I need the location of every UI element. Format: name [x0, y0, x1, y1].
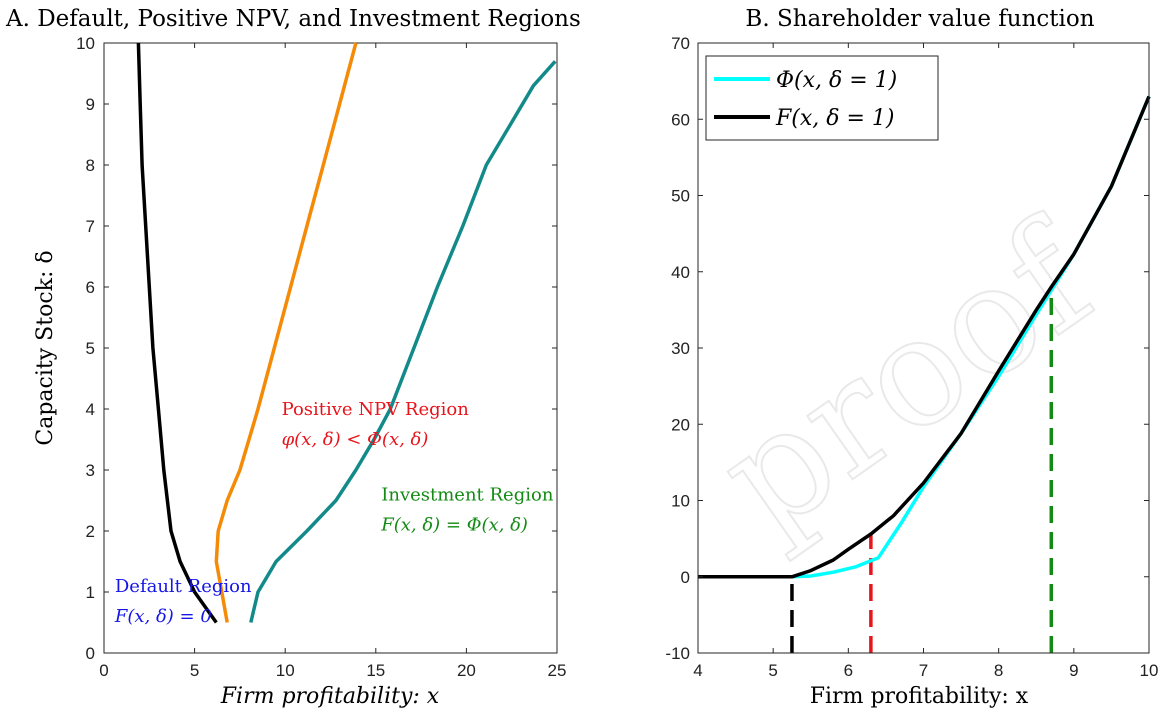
legend-label-f: F(x, δ = 1) — [775, 106, 895, 131]
legend-box — [705, 55, 939, 141]
panel-a-title: A. Default, Positive NPV, and Investment… — [5, 6, 581, 32]
panel-b-legend: Φ(x, δ = 1) F(x, δ = 1) — [705, 55, 939, 141]
y-tick-label: 3 — [86, 461, 95, 480]
x-tick-label: 10 — [1140, 661, 1159, 680]
region-annotation-line: φ(x, δ) < Φ(x, δ) — [282, 429, 429, 450]
y-tick-label: 9 — [86, 95, 95, 114]
panel-b-xlabel: Firm profitability: x — [810, 684, 1029, 709]
region-annotation-line: Default Region — [115, 576, 252, 597]
x-tick-label: 20 — [457, 661, 476, 680]
x-tick-label: 25 — [548, 661, 567, 680]
panel-a-annotations: Positive NPV Region φ(x, δ) < Φ(x, δ) Inve… — [114, 399, 554, 627]
x-tick-label: 10 — [276, 661, 295, 680]
panel-a-series-line-1 — [214, 42, 358, 623]
y-tick-label: 10 — [76, 34, 95, 53]
y-tick-label: 6 — [86, 278, 95, 297]
y-tick-label: 4 — [86, 400, 95, 419]
panel-a-series — [136, 42, 557, 624]
x-tick-label: 0 — [99, 661, 108, 680]
x-tick-label: 4 — [693, 661, 702, 680]
region-annotation-line: F(x, δ) = 0 — [114, 606, 212, 627]
y-tick-label: 2 — [86, 522, 95, 541]
y-tick-label: -10 — [665, 644, 690, 663]
y-tick-label: 60 — [671, 110, 690, 129]
y-tick-label: 8 — [86, 156, 95, 175]
legend-label-phi: Φ(x, δ = 1) — [776, 68, 897, 93]
panel-b-series — [698, 95, 1151, 579]
panel-a-ylabel: Capacity Stock: δ — [33, 250, 58, 445]
y-tick-label: 20 — [671, 415, 690, 434]
panel-b-reference-lines — [790, 287, 1054, 653]
y-tick-label: 7 — [86, 217, 95, 236]
y-tick-label: 70 — [671, 34, 690, 53]
x-tick-label: 8 — [994, 661, 1003, 680]
y-tick-label: 40 — [671, 263, 690, 282]
region-annotation-line: Positive NPV Region — [282, 399, 470, 420]
x-tick-label: 5 — [190, 661, 199, 680]
y-tick-label: 1 — [86, 583, 95, 602]
panel-b-title: B. Shareholder value function — [745, 6, 1094, 32]
region-annotation-line: F(x, δ) = Φ(x, δ) — [380, 515, 528, 536]
region-annotation-line: Investment Region — [381, 485, 554, 506]
y-tick-label: 5 — [86, 339, 95, 358]
x-tick-label: 15 — [366, 661, 385, 680]
panel-b: B. Shareholder value function 4 5 6 7 8 9 10 -1… — [665, 6, 1158, 709]
x-tick-label: 7 — [919, 661, 928, 680]
x-tick-label: 5 — [768, 661, 777, 680]
y-tick-label: 10 — [671, 492, 690, 511]
panel-a: A. Default, Positive NPV, and Investment… — [5, 6, 581, 709]
panel-b-ticks: 4 5 6 7 8 9 10 -10 0 10 20 30 40 50 60 70 — [665, 34, 1158, 680]
y-tick-label: 30 — [671, 339, 690, 358]
x-tick-label: 9 — [1069, 661, 1078, 680]
panel-a-series-line-0 — [136, 42, 218, 624]
panel-a-series-line-2 — [249, 60, 557, 623]
y-tick-label: 50 — [671, 187, 690, 206]
y-tick-label: 0 — [681, 568, 690, 587]
panel-b-series-line-1 — [698, 95, 1151, 579]
panel-a-xlabel: Firm profitability: x — [220, 684, 440, 709]
y-tick-label: 0 — [86, 644, 95, 663]
x-tick-label: 6 — [844, 661, 853, 680]
panel-a-ticks: 0 5 10 15 20 25 0 1 2 3 4 5 6 7 8 9 10 — [76, 34, 566, 680]
